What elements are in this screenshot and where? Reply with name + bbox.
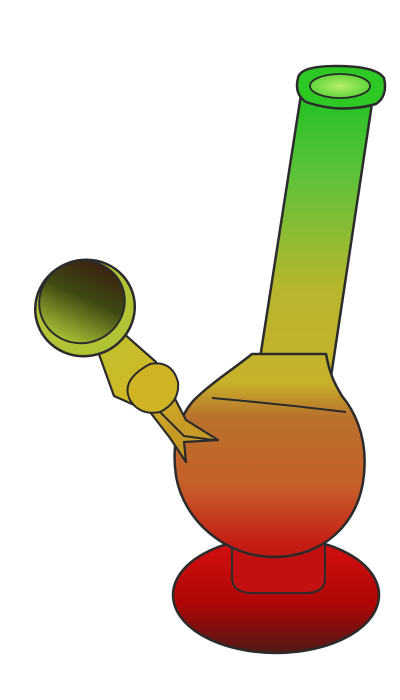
bulb-chamber <box>173 352 366 559</box>
bowl <box>33 258 137 358</box>
downstem <box>94 330 220 464</box>
mouthpiece-rim <box>295 64 387 110</box>
